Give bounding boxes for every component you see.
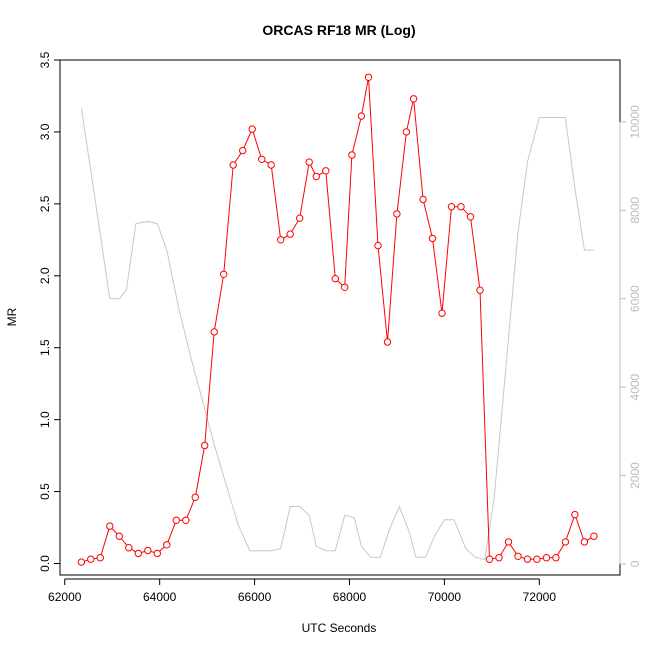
mr-data-point <box>125 544 133 552</box>
mr-data-point <box>357 112 366 120</box>
mr-data-point <box>277 236 285 244</box>
mr-data-point <box>331 275 339 283</box>
mr-data-point <box>561 538 570 546</box>
mr-data-point <box>438 309 446 317</box>
mr-data-point <box>182 516 190 524</box>
mr-data-point <box>542 554 551 562</box>
mr-data-point <box>312 172 320 181</box>
mr-data-point <box>447 203 456 211</box>
plot-area-frame <box>59 59 621 576</box>
x-tick-label: 68000 <box>333 590 367 604</box>
y2-tick-label: 6000 <box>628 285 642 312</box>
mr-data-point <box>134 549 143 558</box>
mr-data-point <box>305 158 313 166</box>
y2-tick-label: 10000 <box>628 105 642 139</box>
y-axis: 0.0 0.5 1.0 1.5 2.0 2.5 3.0 3.5 <box>38 51 61 572</box>
y-tick-label: 3.5 <box>38 51 52 68</box>
mr-data-point <box>322 167 330 175</box>
mr-data-point <box>115 532 124 540</box>
mr-data-point <box>383 338 392 346</box>
mr-data-point <box>402 128 411 136</box>
y-tick-label: 1.0 <box>38 411 52 428</box>
y-tick-label: 2.0 <box>38 267 52 284</box>
mr-data-point <box>296 214 304 222</box>
mr-data-point <box>144 546 152 555</box>
mr-data-point <box>267 161 275 169</box>
mr-data-point <box>341 283 349 291</box>
y-axis-label: MR <box>5 307 19 326</box>
x-tick-label: 64000 <box>143 590 177 604</box>
chart-title: ORCAS RF18 MR (Log) <box>262 22 415 38</box>
mr-data-point <box>571 510 579 519</box>
mr-data-point <box>533 555 541 563</box>
mr-data-point <box>580 538 589 546</box>
mr-data-point <box>514 552 522 560</box>
y-tick-label: 3.0 <box>38 123 52 140</box>
x-tick-label: 62000 <box>48 590 82 604</box>
mr-data-point <box>495 554 503 562</box>
y-tick-label: 1.5 <box>38 339 52 356</box>
mr-data-point <box>466 213 475 221</box>
mr-data-point <box>220 270 228 278</box>
mr-data-point <box>504 538 513 546</box>
mr-data-point <box>163 541 171 549</box>
mr-data-point <box>523 555 532 563</box>
secondary-series-line <box>80 108 594 561</box>
mr-data-point <box>393 210 401 218</box>
y2-tick-label: 8000 <box>628 197 642 224</box>
x-tick-label: 70000 <box>428 590 462 604</box>
mr-data-point <box>374 241 382 250</box>
mr-data-point <box>286 230 294 238</box>
y2-tick-label: 2000 <box>628 462 642 489</box>
y2-tick-label: 0 <box>628 560 642 567</box>
y2-axis: 0 2000 4000 6000 8000 10000 <box>619 105 642 567</box>
mr-data-point <box>87 555 95 563</box>
mr-data-point <box>77 558 86 566</box>
mr-data-point <box>348 151 356 159</box>
mr-data-point <box>229 161 237 169</box>
mr-data-point <box>248 125 256 133</box>
mr-data-point <box>96 554 105 562</box>
mr-data-point <box>258 155 266 164</box>
mr-data-point <box>201 441 209 450</box>
mr-data-point <box>590 532 598 540</box>
x-axis-label: UTC Seconds <box>302 621 377 635</box>
mr-data-point <box>485 555 494 563</box>
y-tick-label: 0.5 <box>38 483 52 500</box>
x-tick-label: 66000 <box>238 590 272 604</box>
mr-data-point <box>153 549 162 558</box>
mr-data-point <box>210 328 218 336</box>
x-tick-label: 72000 <box>523 590 557 604</box>
mr-data-point <box>419 195 427 204</box>
mr-data-point <box>191 493 200 501</box>
y-tick-label: 0.0 <box>38 555 52 572</box>
mr-data-point <box>364 73 373 82</box>
mr-data-point <box>409 95 418 103</box>
x-axis: 62000 64000 66000 68000 70000 72000 <box>48 578 557 604</box>
mr-data-point <box>457 203 465 211</box>
y2-tick-label: 4000 <box>628 373 642 400</box>
y-tick-label: 2.5 <box>38 195 52 212</box>
mr-data-point <box>239 146 247 155</box>
mr-series-line <box>81 77 595 563</box>
mr-data-point <box>106 522 114 530</box>
mr-data-point <box>476 286 484 294</box>
mr-data-point <box>428 234 437 243</box>
mr-data-point <box>552 554 560 562</box>
series-layer <box>77 73 598 566</box>
mr-data-point <box>172 516 181 524</box>
